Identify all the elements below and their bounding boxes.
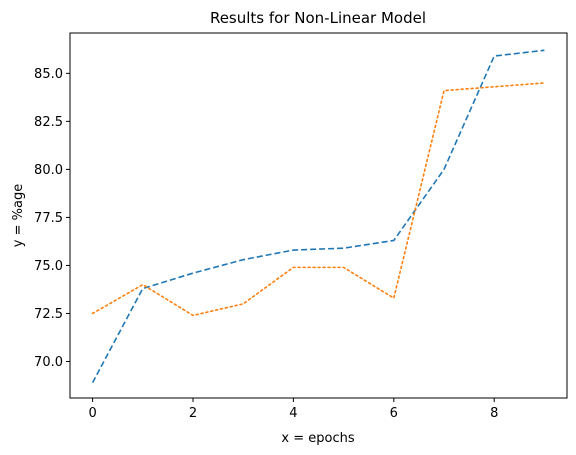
y-tick-label: 77.5	[34, 211, 63, 226]
y-axis: 70.0 72.5 75.0 77.5 80.0 82.5 85.0	[34, 67, 70, 370]
y-tick-label: 82.5	[34, 115, 63, 130]
series-group	[91, 49, 546, 384]
plot-area-frame	[69, 32, 568, 399]
y-tick-label: 70.0	[34, 355, 63, 370]
x-tick-label: 2	[189, 406, 197, 421]
series-line-1	[91, 49, 545, 384]
y-axis-label: y = %age	[11, 184, 26, 247]
x-tick-label: 0	[88, 406, 96, 421]
series-line-2	[91, 82, 546, 317]
y-tick-label: 80.0	[34, 163, 63, 178]
y-tick-label: 75.0	[34, 259, 63, 274]
x-axis: 0 2 4 6 8	[88, 398, 498, 421]
x-tick-label: 4	[289, 406, 297, 421]
x-tick-label: 6	[390, 406, 398, 421]
x-tick-label: 8	[490, 406, 498, 421]
x-axis-label: x = epochs	[281, 431, 354, 446]
y-tick-label: 85.0	[34, 67, 63, 82]
chart-title: Results for Non-Linear Model	[210, 9, 426, 27]
y-tick-label: 72.5	[34, 307, 63, 322]
